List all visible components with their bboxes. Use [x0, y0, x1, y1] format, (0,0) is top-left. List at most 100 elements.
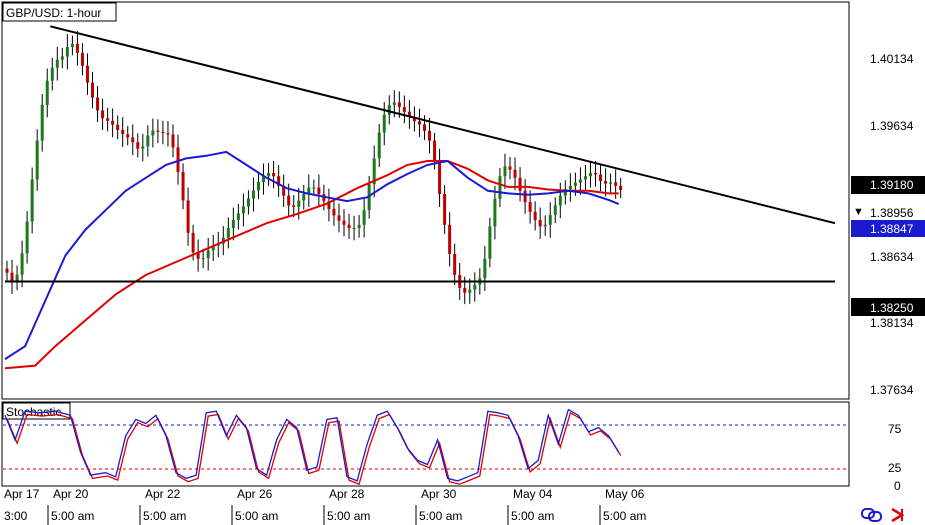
candle-body: [277, 176, 281, 186]
x-time-label: 5:00 am: [603, 509, 646, 523]
candle-body: [528, 202, 532, 212]
candle-body: [312, 187, 316, 189]
candle-body: [367, 184, 371, 211]
y-tick-label: 1.39634: [870, 119, 914, 133]
candle-body: [352, 228, 356, 230]
candle-body: [523, 190, 527, 203]
candle-body: [201, 258, 205, 260]
link-icon[interactable]: [861, 508, 882, 522]
candle-body: [402, 106, 406, 112]
candle-body: [498, 176, 502, 199]
candle-body: [397, 102, 401, 107]
candle-body: [35, 140, 39, 180]
candle-body: [211, 245, 215, 251]
candle-body: [272, 172, 276, 177]
chart-title: GBP/USD: 1-hour: [6, 6, 101, 20]
candle-body: [191, 232, 195, 253]
x-date-label: Apr 17: [4, 487, 40, 501]
candle-body: [151, 130, 155, 136]
candle-body: [10, 272, 14, 282]
price-marker-label: 1.38250: [870, 301, 914, 315]
candle-body: [101, 110, 105, 119]
candle-body: [548, 215, 552, 225]
price-marker-label: 1.39180: [870, 178, 914, 192]
candle-body: [553, 205, 557, 216]
x-date-label: Apr 28: [329, 487, 365, 501]
candle-body: [488, 226, 492, 259]
price-marker-bg: [851, 220, 925, 237]
candle-body: [433, 140, 437, 162]
candle-body: [96, 97, 100, 111]
candle-body: [206, 250, 210, 259]
candle-body: [20, 253, 24, 275]
stochastic-k-line: [4, 408, 620, 482]
candle-body: [538, 219, 542, 227]
descending-resistance-line: [50, 25, 836, 225]
candle-body: [327, 201, 331, 209]
price-marker-bg: [851, 298, 925, 316]
candle-body: [287, 195, 291, 206]
candle-body: [518, 177, 522, 191]
candle-body: [25, 221, 29, 254]
stochastic-level-label: 75: [888, 422, 902, 436]
candle-body: [302, 194, 306, 201]
candle-body: [236, 213, 240, 220]
candle-body: [231, 219, 235, 229]
candle-body: [226, 228, 230, 238]
x-axis: Apr 17 Apr 20 Apr 22 Apr 26 Apr 28 Apr 30 May …: [4, 487, 646, 525]
x-date-label: May 06: [605, 487, 645, 501]
candle-body: [267, 172, 271, 177]
x-time-label: 5:00 am: [51, 509, 94, 523]
y-tick-label: 1.38634: [870, 250, 914, 264]
candle-body: [161, 131, 165, 134]
candle-body: [65, 47, 69, 57]
candle-body: [588, 172, 592, 177]
candle-body: [503, 166, 507, 177]
candle-body: [513, 169, 517, 178]
y-tick-label: 1.38134: [870, 316, 914, 330]
candle-body: [563, 189, 567, 196]
y-tick-label: 1.37634: [870, 383, 914, 397]
candle-body: [156, 130, 160, 132]
candle-body: [241, 206, 245, 214]
candle-body: [166, 133, 170, 135]
candle-body: [493, 198, 497, 227]
candle-body: [121, 129, 125, 135]
candle-body: [578, 179, 582, 183]
candle-body: [443, 194, 447, 225]
candle-body: [604, 181, 608, 184]
price-marker-arrow: ▼: [853, 206, 864, 218]
candle-body: [136, 142, 140, 149]
candle-body: [594, 172, 598, 175]
price-marker-label: 1.38847: [870, 222, 914, 236]
candle-body: [146, 135, 150, 147]
candle-body: [609, 182, 613, 184]
candle-body: [111, 120, 115, 125]
candle-body: [75, 43, 79, 53]
candle-body: [463, 287, 467, 293]
candle-body: [15, 274, 19, 282]
candle-body: [80, 52, 84, 66]
x-date-label: Apr 26: [237, 487, 273, 501]
candle-body: [5, 268, 9, 273]
x-date-label: May 04: [513, 487, 553, 501]
candle-body: [176, 147, 180, 173]
candle-body: [307, 187, 311, 195]
title-box: [2, 2, 117, 22]
candle-body: [407, 111, 411, 117]
x-time-label: 5:00 am: [235, 509, 278, 523]
candle-body: [45, 80, 49, 105]
candle-body: [412, 116, 416, 122]
candle-body: [543, 224, 547, 227]
candle-body: [50, 67, 54, 81]
candle-body: [292, 205, 296, 207]
candle-body: [246, 198, 250, 207]
candle-body: [171, 134, 175, 148]
candle-body: [382, 114, 386, 133]
candle-body: [332, 208, 336, 216]
candle-body: [106, 118, 110, 121]
candle-body: [619, 185, 623, 191]
arrow-right-icon[interactable]: [891, 507, 905, 523]
price-marker-label: 1.38956: [870, 206, 914, 220]
